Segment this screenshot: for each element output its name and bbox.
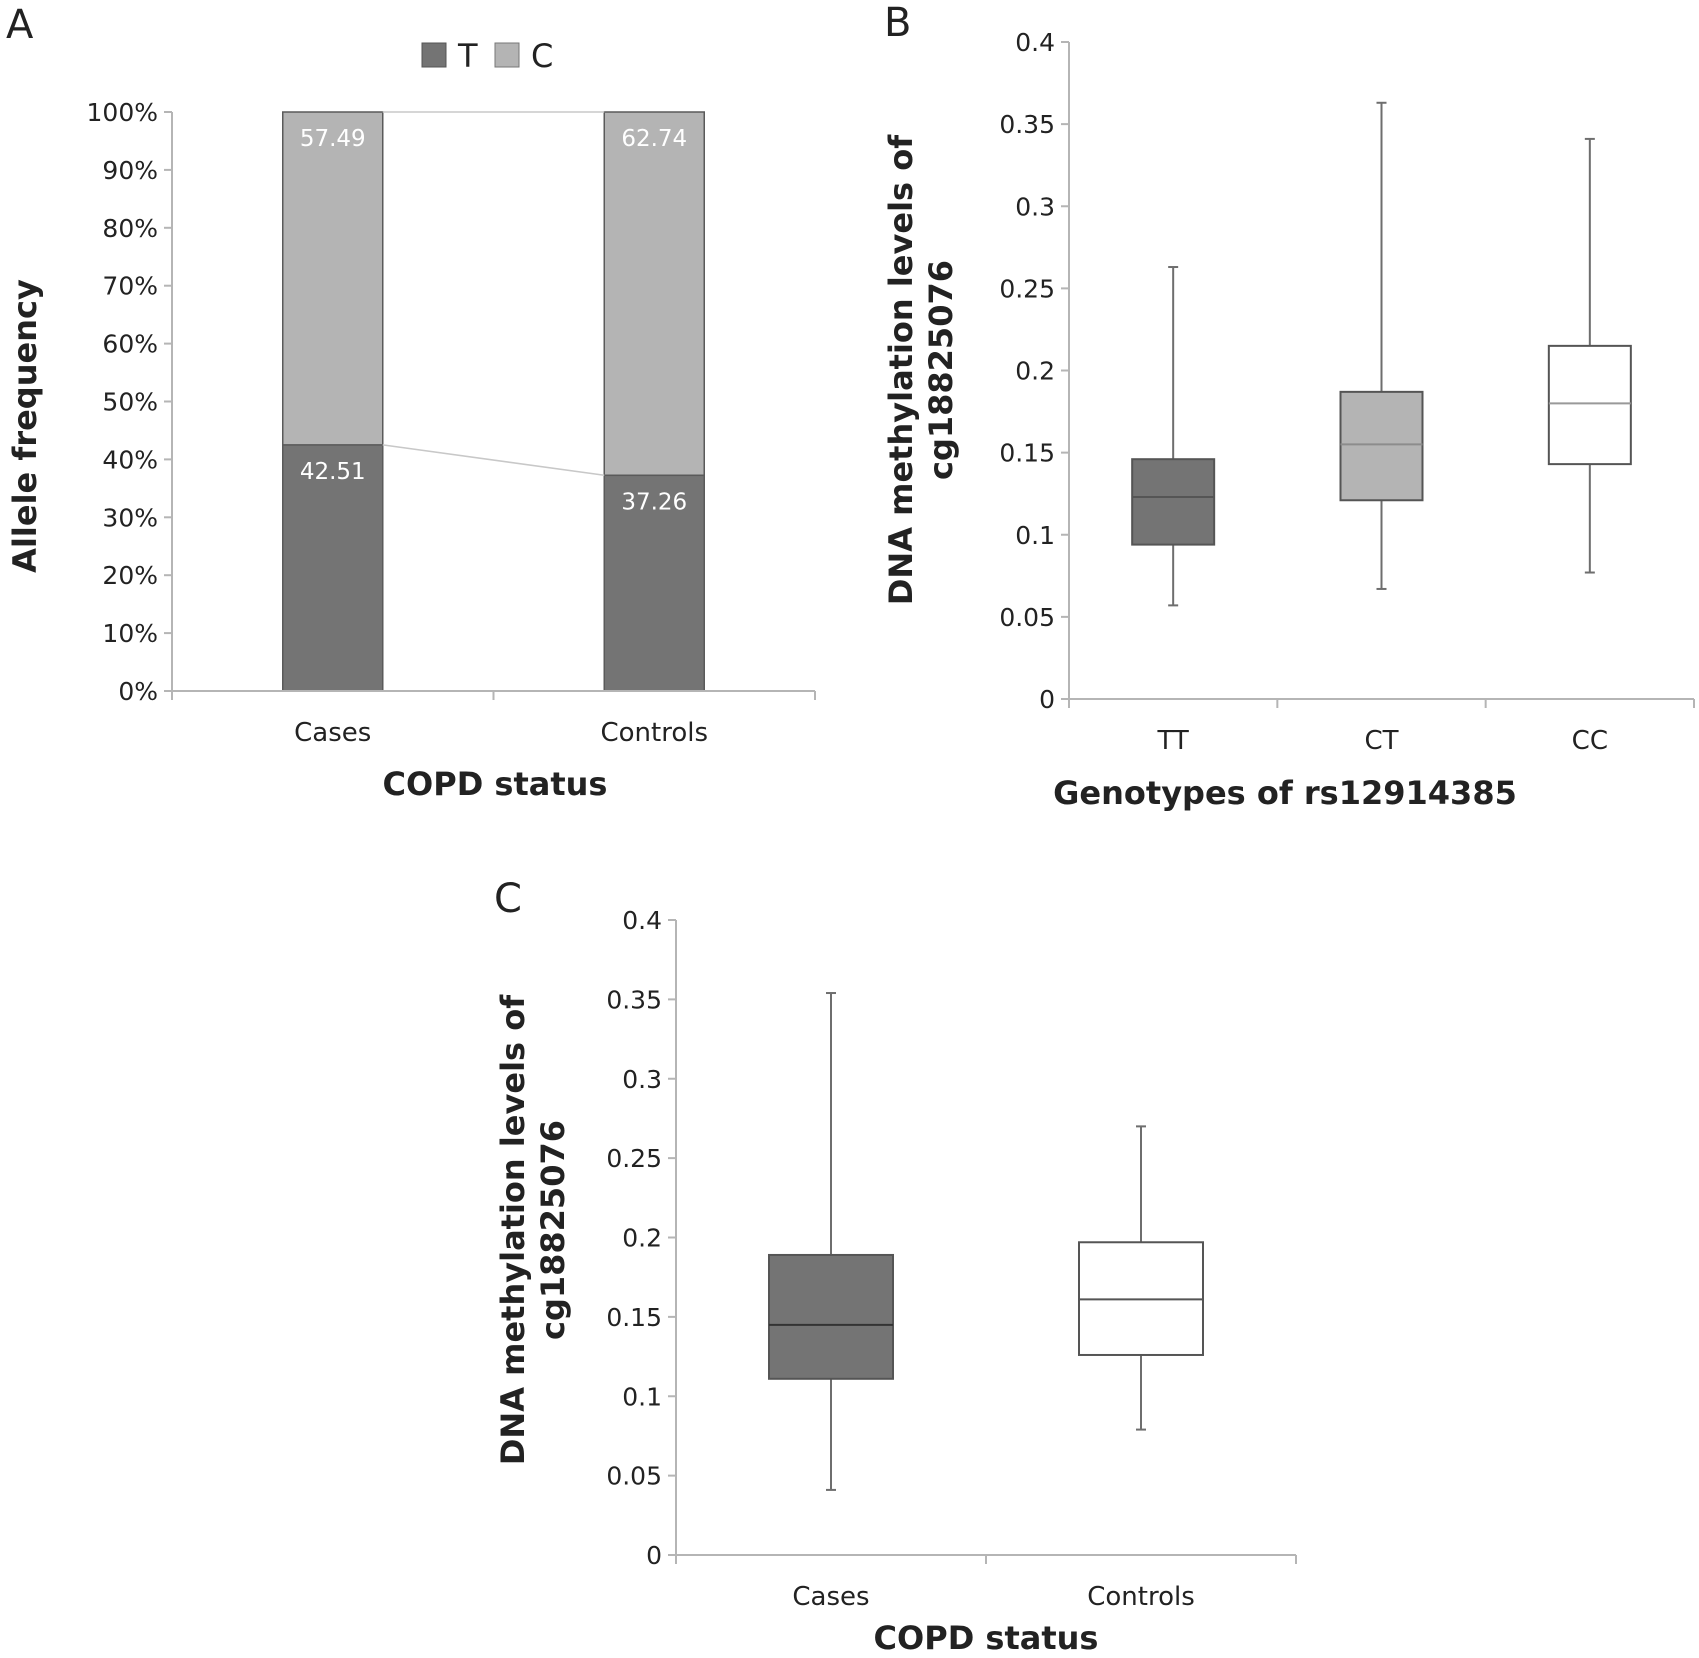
c-y-tick-label: 0.25 [606,1144,662,1173]
panel-c-y-title-line1: DNA methylation levels of [494,994,532,1465]
panel-b-axes [1061,41,1695,708]
b-y-tick-label: 0.35 [999,110,1055,139]
b-y-tick-label: 0.15 [999,439,1055,468]
panel-a-legend: T C [421,37,553,75]
c-y-tick-label: 0.3 [622,1065,662,1094]
legend-swatch-t [421,42,447,68]
box-tt [1131,458,1216,546]
bar-t-controls [603,474,705,692]
b-y-tick-label: 0.1 [1015,521,1055,550]
panel-c-boxes [768,992,1204,1491]
panel-a-y-title: Allele frequency [6,279,44,573]
a-y-tick-label: 60% [102,330,158,359]
a-y-tick-label: 50% [102,388,158,417]
b-y-tick-label: 0 [1039,685,1055,714]
c-y-tick-label: 0.2 [622,1224,662,1253]
b-x-category-label: TT [1157,726,1189,756]
a-y-tick-label: 70% [102,272,158,301]
panel-a-bars: 42.51 57.49 37.26 62.74 [282,111,705,692]
panel-b-y-title-line1: DNA methylation levels of [882,134,920,605]
panel-b: B 0 0.05 0.1 0.15 0.2 0.25 0.3 0.35 0.4 TT CT CC G… [882,0,1695,812]
a-y-tick-label: 30% [102,503,158,532]
data-label-t-cases: 42.51 [300,459,366,485]
a-y-tick-label: 40% [102,445,158,474]
panel-b-x-title: Genotypes of rs12914385 [1053,774,1517,812]
b-x-category-label: CC [1572,726,1608,756]
c-y-tick-label: 0.05 [606,1462,662,1491]
panel-c: C 0 0.05 0.1 0.15 0.2 0.25 0.3 0.35 0.4 Cases Con… [494,876,1297,1657]
box-cc [1547,344,1632,466]
data-label-c-cases: 57.49 [300,126,366,152]
legend-label-t: T [457,37,478,75]
a-y-tick-label: 100% [87,98,158,127]
panel-a-y-ticks: 0% 10% 20% 30% 40% 50% 60% 70% 80% 90% 100% [87,98,158,706]
a-x-category-label: Cases [294,718,371,748]
a-y-tick-label: 20% [102,561,158,590]
box-cases [768,1253,894,1380]
data-label-c-controls: 62.74 [621,126,687,152]
legend-label-c: C [531,37,553,75]
panel-b-y-title-line2: cg18825076 [922,260,960,480]
panel-b-letter: B [884,0,911,46]
b-y-tick-label: 0.05 [999,603,1055,632]
panel-a-x-title: COPD status [383,765,608,803]
panel-c-letter: C [494,876,522,922]
panel-b-x-categories: TT CT CC [1157,726,1608,756]
c-x-category-label: Cases [792,1582,869,1612]
panel-a-letter: A [6,2,34,48]
legend-swatch-c [494,42,520,68]
bar-c-cases [282,111,384,446]
panel-c-x-title: COPD status [874,1619,1099,1657]
c-y-tick-label: 0.1 [622,1382,662,1411]
b-y-tick-label: 0.4 [1015,28,1055,57]
c-y-tick-label: 0 [646,1541,662,1570]
panel-a-axes [164,111,816,700]
panel-b-y-ticks: 0 0.05 0.1 0.15 0.2 0.25 0.3 0.35 0.4 [999,28,1055,714]
c-y-tick-label: 0.35 [606,985,662,1014]
panel-c-y-ticks: 0 0.05 0.1 0.15 0.2 0.25 0.3 0.35 0.4 [606,906,662,1570]
c-y-tick-label: 0.15 [606,1303,662,1332]
a-y-tick-label: 10% [102,619,158,648]
b-y-tick-label: 0.25 [999,274,1055,303]
box-ct [1339,390,1424,502]
panel-a: A T C 0%10%20%30%40%50%60%70%80%90%100% … [6,2,816,803]
bar-c-controls [603,111,705,477]
b-x-category-label: CT [1364,726,1398,756]
panel-b-boxes [1131,101,1632,607]
a-y-tick-label: 80% [102,214,158,243]
panel-c-y-title-line2: cg18825076 [534,1120,572,1340]
panel-a-x-categories: Cases Controls [294,718,708,748]
series-line-t [382,444,605,477]
c-y-tick-label: 0.4 [622,906,662,935]
panel-c-axes [668,919,1297,1564]
a-y-tick-label: 0% [118,677,158,706]
a-x-category-label: Controls [600,718,708,748]
panel-c-x-categories: Cases Controls [792,1582,1194,1612]
a-y-tick-label: 90% [102,156,158,185]
b-y-tick-label: 0.3 [1015,192,1055,221]
b-y-tick-label: 0.2 [1015,357,1055,386]
data-label-t-controls: 37.26 [621,489,687,515]
bar-t-cases [282,444,384,692]
c-x-category-label: Controls [1087,1582,1195,1612]
